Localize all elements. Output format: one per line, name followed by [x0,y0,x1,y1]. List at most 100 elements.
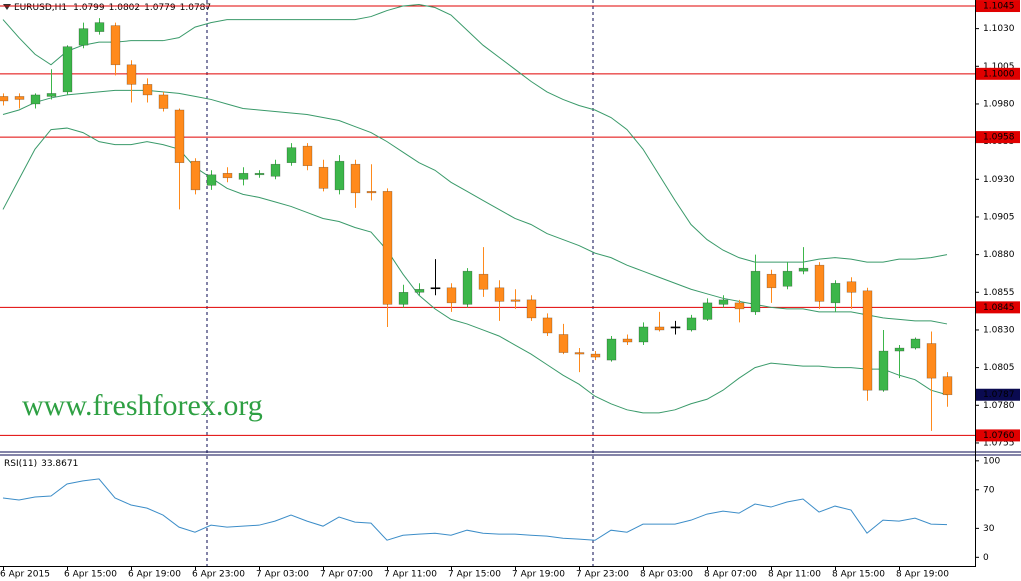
candle-body [350,163,361,194]
header-high: 1.0802 [109,3,141,13]
rsi-tick-label: 0 [983,553,989,563]
x-tick-label: 7 Apr 23:00 [576,570,629,580]
candle-body [766,273,777,289]
header-low: 1.0779 [144,3,176,13]
candle-body [830,282,841,304]
candle-body [910,338,921,349]
candle-body [478,273,489,290]
rsi-title: RSI(11) [4,459,37,469]
y-tick-label: 1.0880 [983,250,1015,260]
candle-body [430,287,441,290]
x-tick-label: 7 Apr 11:00 [384,570,437,580]
candle-body [366,191,377,194]
candle-body [238,172,249,180]
x-tick-label: 6 Apr 2015 [0,570,50,580]
header-close: 1.0787 [180,3,212,13]
level-label-box [976,301,1020,314]
band-lower [2,127,948,414]
y-tick-label: 1.1005 [983,62,1015,72]
symbol-icon [3,4,11,10]
candle-body [302,145,313,167]
candle-body [590,353,601,358]
candle-body [926,343,937,379]
x-tick-label: 7 Apr 03:00 [256,570,309,580]
level-label-box [976,131,1020,144]
candle-body [206,174,217,186]
candle-body [142,84,153,96]
candle-body [510,299,521,302]
candle-body [862,290,873,391]
candle-body [734,302,745,310]
y-tick-label: 1.1030 [983,24,1015,34]
candle-body [878,350,889,391]
candle-body [558,334,569,353]
rsi-header: RSI(11) 33.8671 [4,459,78,469]
candle-body [654,326,665,331]
x-tick-label: 7 Apr 07:00 [320,570,373,580]
candle-body [270,163,281,177]
symbol: EURUSD,H1 [14,3,67,13]
candle-body [286,147,297,164]
y-tick-label: 1.0980 [983,99,1015,109]
candle-body [622,338,633,343]
candle-body [526,299,537,319]
level-label-box [976,67,1020,80]
band-middle [2,89,948,325]
rsi-tick-label: 30 [983,524,995,534]
candle-body [158,94,169,109]
candle-body [750,270,761,313]
y-tick-label: 1.0755 [983,438,1015,448]
candle-body [814,264,825,302]
x-tick-label: 6 Apr 23:00 [192,570,245,580]
candle-body [782,270,793,287]
y-tick-label: 1.0780 [983,401,1015,411]
candle-body [14,96,25,100]
y-tick-label: 1.0855 [983,288,1015,298]
level-label: 1.0845 [983,303,1015,313]
candle-body [254,172,265,176]
candle-body [46,93,57,97]
candle-body [190,160,201,191]
candle-body [494,287,505,302]
candle-body [62,46,73,93]
x-tick-label: 8 Apr 07:00 [704,570,757,580]
level-label: 1.0958 [983,133,1015,143]
candle-body [398,291,409,305]
band-upper [2,4,948,263]
level-label: 1.1000 [983,69,1015,79]
level-label: 1.1045 [983,2,1015,12]
x-tick-label: 6 Apr 15:00 [64,570,117,580]
x-tick-label: 6 Apr 19:00 [128,570,181,580]
candle-body [574,352,585,355]
candle-body [718,299,729,305]
candle-body [446,287,457,304]
rsi-last: 33.8671 [41,459,78,469]
price-label-box [976,388,1020,401]
candle-body [686,317,697,331]
candle-body [174,109,185,164]
candle-body [670,326,681,329]
header-open: 1.0799 [73,3,105,13]
candle-body [846,281,857,293]
y-tick-label: 1.0830 [983,325,1015,335]
x-tick-label: 8 Apr 19:00 [896,570,949,580]
watermark: www.freshforex.org [22,389,263,422]
level-label: 1.0760 [983,431,1015,441]
rsi-line [2,478,948,541]
candle-body [222,172,233,179]
candle-body [126,64,137,85]
candle-body [542,317,553,334]
candle-body [30,94,41,105]
candle-body [462,270,473,305]
x-tick-label: 7 Apr 19:00 [512,570,565,580]
candle-body [702,302,713,320]
price-label: 1.0787 [983,390,1015,400]
y-tick-label: 1.0805 [983,363,1015,373]
candle-body [638,326,649,343]
y-tick-label: 1.0905 [983,212,1015,222]
x-tick-label: 8 Apr 03:00 [640,570,693,580]
candle-body [894,347,905,352]
rsi-tick-label: 70 [983,485,995,495]
rsi-tick-label: 100 [983,456,1000,466]
